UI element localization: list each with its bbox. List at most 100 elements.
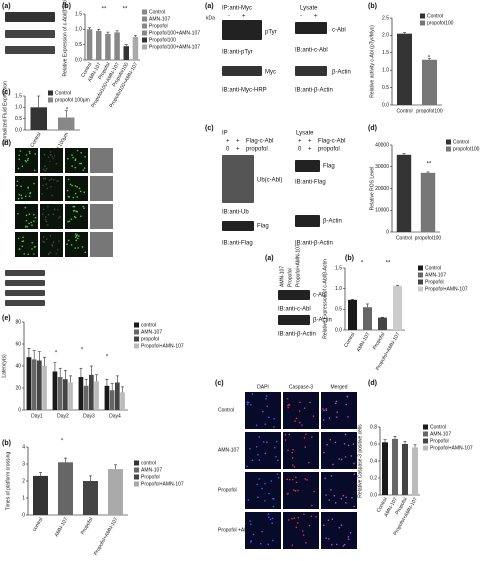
lane-sign: +	[226, 139, 230, 145]
cell	[295, 476, 297, 479]
y-tick-label: 20	[15, 385, 21, 391]
micrograph	[65, 176, 88, 201]
panel-label: (a)	[205, 3, 214, 10]
cell	[79, 190, 82, 193]
cell	[42, 236, 45, 238]
cell	[345, 403, 347, 406]
cell	[265, 395, 268, 397]
cell	[336, 411, 338, 413]
cell	[353, 462, 355, 465]
cell	[334, 502, 337, 504]
cell	[353, 505, 356, 508]
significance: **	[427, 162, 432, 168]
legend-swatch	[48, 90, 53, 96]
cell	[50, 178, 53, 180]
cell	[34, 169, 36, 172]
bar	[109, 390, 115, 410]
cell	[304, 478, 307, 480]
cell	[261, 487, 263, 490]
cell	[343, 543, 346, 546]
lane-label: Propofol	[287, 268, 293, 287]
legend-swatch	[142, 16, 147, 22]
cell	[31, 248, 33, 250]
micrograph	[15, 176, 38, 201]
cell	[25, 214, 28, 217]
cell	[45, 220, 48, 223]
cell	[48, 179, 51, 182]
cell	[59, 216, 62, 218]
y-tick-label: 0.2	[370, 475, 377, 481]
micrograph	[40, 148, 63, 173]
cell	[249, 520, 251, 522]
blot-band	[5, 46, 55, 54]
cell	[27, 157, 29, 160]
bar	[31, 359, 37, 410]
cell	[80, 151, 82, 154]
micrograph	[90, 176, 113, 201]
cell	[53, 155, 56, 157]
cell	[77, 237, 79, 240]
bar	[30, 107, 47, 130]
panel-label: (d)	[368, 380, 377, 387]
y-tick-label: 1.0	[382, 68, 389, 74]
blot-header: Lysate	[300, 6, 318, 12]
cell	[52, 213, 55, 216]
cell	[251, 393, 254, 395]
bar	[123, 46, 129, 60]
panel-label: (b)	[368, 3, 377, 10]
cell	[272, 539, 274, 542]
cell	[347, 444, 350, 447]
cell	[45, 216, 47, 218]
panel-label: (b)	[62, 3, 71, 10]
row-label: Flag-c-Abl	[318, 139, 345, 145]
antibody-label: IB:anti-c-Abl	[278, 307, 311, 313]
blot-band	[5, 280, 45, 286]
bar	[33, 475, 48, 515]
cell	[259, 542, 262, 545]
cell	[305, 433, 307, 436]
y-tick-label: 0.0	[15, 127, 22, 133]
cell	[264, 452, 267, 455]
cell	[49, 160, 51, 163]
cell	[74, 159, 77, 162]
legend-label: Control	[149, 9, 165, 15]
cell	[28, 150, 31, 153]
bar	[422, 59, 437, 105]
cell	[288, 478, 291, 481]
cell	[273, 426, 275, 428]
cell	[17, 198, 20, 200]
micrograph	[90, 204, 113, 229]
row-label: Flag-c-Abl	[246, 139, 273, 145]
panel-label: (c)	[215, 380, 224, 387]
cell	[55, 252, 58, 255]
cell	[18, 193, 21, 196]
cell	[257, 496, 259, 499]
legend-label: Control	[430, 424, 446, 430]
cell	[68, 220, 71, 223]
cell	[295, 526, 298, 529]
legend-swatch	[423, 431, 428, 437]
cell	[27, 187, 29, 189]
cell	[76, 186, 78, 188]
cell	[55, 162, 58, 165]
legend-swatch	[446, 146, 451, 152]
cell	[74, 192, 77, 195]
cell	[51, 156, 54, 158]
significance: *	[61, 439, 64, 445]
cell	[272, 497, 275, 500]
cell	[28, 195, 31, 198]
cell	[56, 180, 58, 182]
cell	[257, 454, 259, 456]
x-tick-label: Day3	[83, 413, 95, 419]
bar	[58, 117, 75, 130]
cell	[315, 515, 317, 518]
cell	[72, 196, 75, 199]
bar	[114, 32, 120, 60]
lane-sign: -	[300, 14, 302, 20]
cell	[298, 421, 301, 424]
bar	[363, 307, 372, 330]
cell	[56, 248, 59, 251]
cell	[21, 197, 23, 199]
cell	[75, 239, 77, 242]
bar	[57, 377, 63, 410]
